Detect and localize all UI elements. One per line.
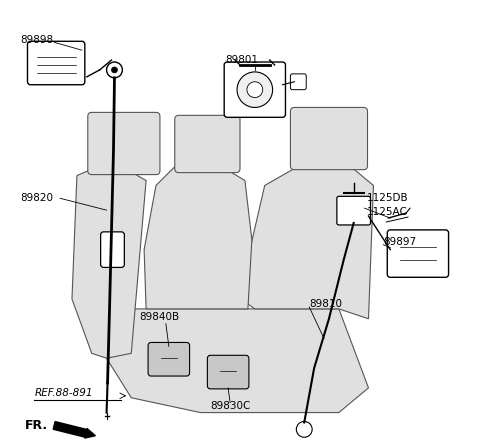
Circle shape xyxy=(111,67,118,73)
Circle shape xyxy=(296,421,312,437)
Text: 89830C: 89830C xyxy=(210,400,251,411)
Polygon shape xyxy=(248,161,373,319)
Text: 89801: 89801 xyxy=(225,55,258,65)
Circle shape xyxy=(107,62,122,78)
Text: 89898: 89898 xyxy=(21,35,54,45)
FancyArrow shape xyxy=(53,422,96,438)
Text: FR.: FR. xyxy=(24,419,48,432)
Text: REF.88-891: REF.88-891 xyxy=(35,388,93,398)
FancyBboxPatch shape xyxy=(27,41,85,85)
FancyBboxPatch shape xyxy=(88,113,160,175)
Circle shape xyxy=(237,72,273,108)
Circle shape xyxy=(247,82,263,97)
Polygon shape xyxy=(72,161,146,358)
FancyBboxPatch shape xyxy=(148,342,190,376)
Text: 89810: 89810 xyxy=(309,299,342,309)
Polygon shape xyxy=(144,163,252,309)
Text: 1125DB: 1125DB xyxy=(367,193,408,203)
Text: 89840B: 89840B xyxy=(139,312,180,322)
FancyBboxPatch shape xyxy=(337,196,371,225)
FancyBboxPatch shape xyxy=(207,355,249,389)
FancyBboxPatch shape xyxy=(101,232,124,268)
Text: 1125AC: 1125AC xyxy=(367,207,408,217)
FancyBboxPatch shape xyxy=(387,230,448,277)
Polygon shape xyxy=(107,309,369,412)
FancyBboxPatch shape xyxy=(290,108,368,170)
Text: 89820: 89820 xyxy=(21,193,54,203)
FancyBboxPatch shape xyxy=(290,74,306,89)
Text: 89897: 89897 xyxy=(384,237,417,247)
FancyBboxPatch shape xyxy=(224,62,286,117)
FancyBboxPatch shape xyxy=(175,115,240,173)
